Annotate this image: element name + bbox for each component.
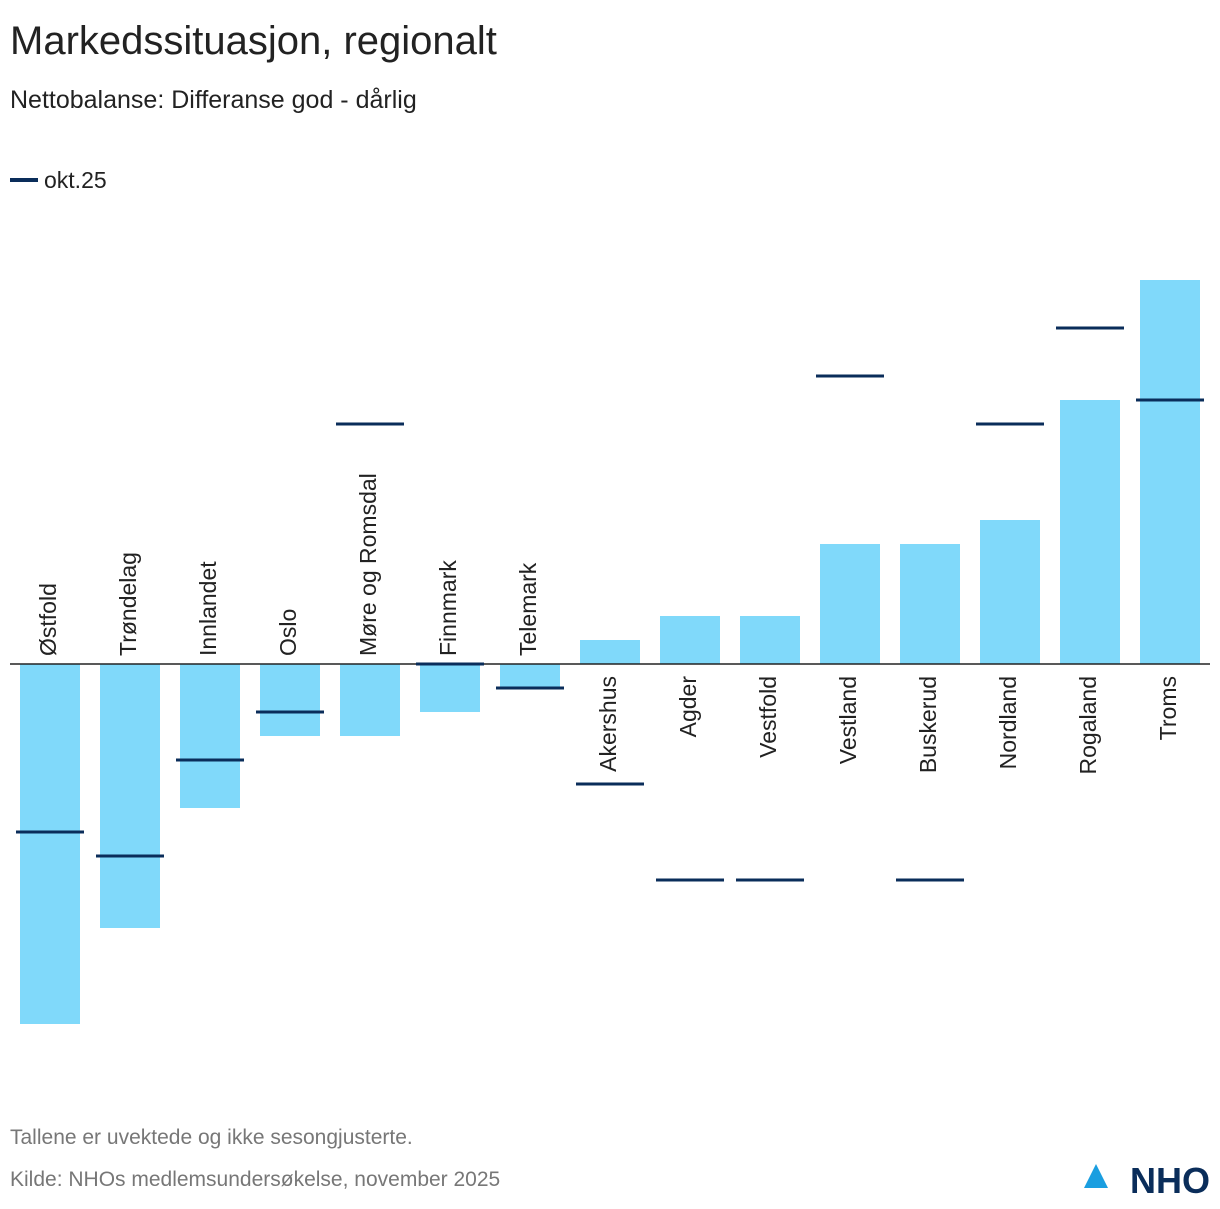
- x-tick-label: Trøndelag: [115, 552, 141, 656]
- bar: [500, 664, 560, 688]
- bar: [740, 616, 800, 664]
- note: Tallene er uvektede og ikke sesongjuster…: [10, 1126, 413, 1149]
- logo: NHO: [1130, 1160, 1210, 1201]
- legend-label: okt.25: [44, 167, 107, 193]
- x-tick-label: Troms: [1155, 676, 1181, 740]
- x-tick-label: Oslo: [275, 609, 301, 656]
- bar: [420, 664, 480, 712]
- bar: [100, 664, 160, 928]
- chart-title: Markedssituasjon, regionalt: [10, 19, 497, 63]
- x-tick-label: Innlandet: [195, 561, 221, 656]
- x-tick-label: Nordland: [995, 676, 1021, 769]
- bar: [340, 664, 400, 736]
- bar: [20, 664, 80, 1024]
- source: Kilde: NHOs medlemsundersøkelse, novembe…: [10, 1168, 500, 1191]
- bar: [260, 664, 320, 736]
- bar: [580, 640, 640, 664]
- bar: [180, 664, 240, 808]
- x-tick-label: Akershus: [595, 676, 621, 772]
- bar: [660, 616, 720, 664]
- x-tick-label: Buskerud: [915, 676, 941, 773]
- logo-icon: [1084, 1164, 1108, 1188]
- x-tick-label: Telemark: [515, 562, 541, 656]
- bar: [1060, 400, 1120, 664]
- x-tick-label: Møre og Romsdal: [355, 473, 381, 656]
- x-tick-label: Agder: [675, 676, 701, 738]
- bar: [1140, 280, 1200, 664]
- x-tick-label: Vestfold: [755, 676, 781, 758]
- x-tick-label: Finnmark: [435, 560, 461, 656]
- bar: [980, 520, 1040, 664]
- x-tick-label: Østfold: [35, 583, 61, 656]
- bar: [820, 544, 880, 664]
- x-tick-label: Rogaland: [1075, 676, 1101, 774]
- bar: [900, 544, 960, 664]
- x-tick-label: Vestland: [835, 676, 861, 764]
- chart-subtitle: Nettobalanse: Differanse god - dårlig: [10, 86, 417, 114]
